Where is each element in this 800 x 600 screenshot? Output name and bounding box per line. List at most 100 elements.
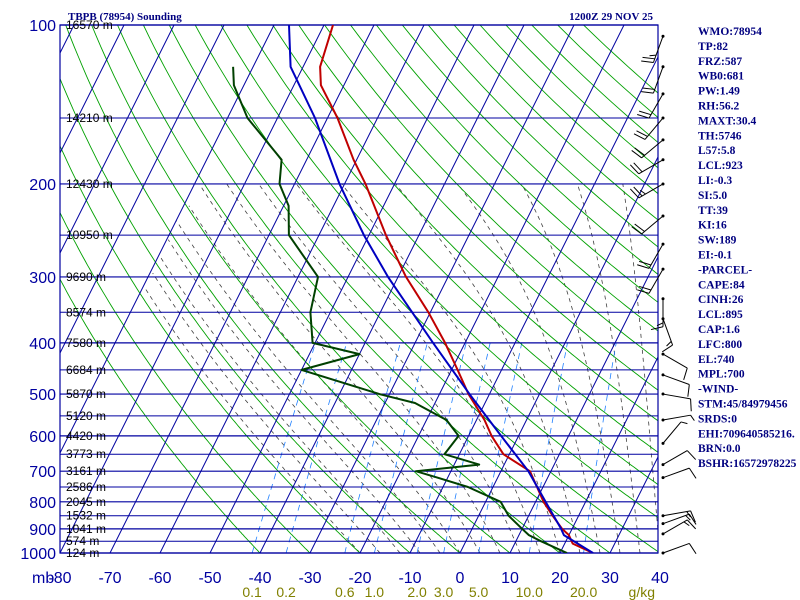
index-text: KI:16 xyxy=(698,220,727,232)
isotherm-line xyxy=(359,25,625,553)
mixing-ratio-label: 5.0 xyxy=(469,584,489,600)
wind-barb-dot xyxy=(661,532,665,536)
wind-barb xyxy=(661,542,697,555)
mixing-ratio-label: 0.1 xyxy=(242,584,262,600)
pressure-tick-label: 700 xyxy=(29,464,56,481)
moist-adiabat-line xyxy=(160,256,401,553)
isotherm-line xyxy=(509,255,658,553)
mixing-ratio-label: 0.2 xyxy=(276,584,296,600)
wind-barb-staff xyxy=(662,414,691,421)
wind-barb-dot xyxy=(661,34,665,38)
wind-barb-staff xyxy=(652,66,664,94)
isotherm-line xyxy=(559,355,658,553)
temperature-tick-label: 20 xyxy=(551,570,569,587)
index-text: PW:1.49 xyxy=(698,86,740,98)
wind-barb-flag xyxy=(686,519,697,530)
dry-adiabat-line xyxy=(401,25,658,275)
mixing-ratio-label: 10.0 xyxy=(516,584,543,600)
height-label: 6684 m xyxy=(66,363,106,377)
wind-barb-staff xyxy=(662,450,688,465)
index-text: FRZ:587 xyxy=(698,56,742,68)
mixing-ratio-label: 2.0 xyxy=(407,584,427,600)
wind-barb-dot xyxy=(661,242,665,246)
isobar-group xyxy=(59,24,659,554)
dry-adiabat-group xyxy=(60,25,658,553)
pressure-tick-label: 100 xyxy=(29,18,56,35)
wind-barb-staff xyxy=(641,215,664,235)
isotherm-line xyxy=(60,25,325,553)
isotherm-line xyxy=(60,25,275,455)
wind-barb-flag xyxy=(642,56,655,60)
dry-adiabat-line xyxy=(194,25,658,519)
temperature-tick-label: 40 xyxy=(651,570,669,587)
wind-barb-staff xyxy=(662,318,674,346)
temperature-tick-label: -50 xyxy=(198,570,221,587)
isotherm-line xyxy=(159,25,425,553)
wind-barb-flag xyxy=(656,322,664,327)
wind-barb xyxy=(650,297,665,331)
temperature-tick-label: -80 xyxy=(48,570,71,587)
index-text: RH:56.2 xyxy=(698,101,739,113)
isotherm-line xyxy=(409,55,658,553)
wind-barb-flag xyxy=(633,133,646,140)
index-text: TH:5746 xyxy=(698,130,742,142)
index-text: SI:5.0 xyxy=(698,190,727,202)
wind-barb-staff xyxy=(648,243,664,269)
wind-barb-flag xyxy=(687,384,690,397)
isotherm-line xyxy=(309,25,575,553)
dry-adiabat-line xyxy=(349,25,658,332)
wind-barb-flag xyxy=(633,186,643,197)
wind-barb-dot xyxy=(661,392,665,396)
wind-barb xyxy=(637,267,665,294)
wind-barb xyxy=(661,513,697,526)
index-text: CINH:26 xyxy=(698,294,744,306)
wind-barb-flag xyxy=(642,87,655,90)
wind-barb-staff xyxy=(641,139,664,159)
height-label: 12430 m xyxy=(66,177,113,191)
wind-barb-flag xyxy=(629,164,640,175)
index-text: SRDS:0 xyxy=(698,413,737,425)
index-text: TP:82 xyxy=(698,41,728,53)
isotherm-line xyxy=(259,25,525,553)
profile-group xyxy=(232,25,594,553)
wind-barb-flag xyxy=(633,162,643,173)
moist-adiabat-line xyxy=(622,183,658,536)
wind-barb xyxy=(629,158,665,175)
height-label: 5120 m xyxy=(66,409,106,423)
wind-barb-dot xyxy=(661,418,665,422)
wind-barb xyxy=(633,116,665,140)
height-label: 3161 m xyxy=(66,464,106,478)
isotherm-line xyxy=(609,455,658,553)
moist-adiabat-line xyxy=(457,183,601,553)
pressure-tick-label: 800 xyxy=(29,495,56,512)
height-label-group: 16570 m 14210 m 12430 m 10950 m 9690 m 8574 m… xyxy=(66,18,113,560)
temperature-tick-label: -20 xyxy=(348,570,371,587)
index-text: -PARCEL- xyxy=(698,264,752,276)
wind-barb-flag xyxy=(649,54,657,57)
wind-barb-group xyxy=(629,34,697,555)
wind-barb-dot xyxy=(661,522,665,526)
isotherm-group xyxy=(60,25,658,553)
index-text: BSHR:16572978225 xyxy=(698,458,797,470)
wind-barb-dot xyxy=(661,463,665,467)
index-text: MAXT:30.4 xyxy=(698,115,756,127)
index-text: CAP:1.6 xyxy=(698,324,740,336)
index-text: MPL:700 xyxy=(698,369,745,381)
mixing-ratio-label: 20.0 xyxy=(570,584,597,600)
wind-barb-flag xyxy=(629,188,640,199)
parcel-profile-line xyxy=(288,25,594,553)
height-label: 8574 m xyxy=(66,305,106,319)
wind-barb xyxy=(661,519,697,536)
wind-barb-flag xyxy=(688,467,697,479)
wind-barb-flag xyxy=(685,515,691,521)
wind-barb-dot xyxy=(661,92,665,96)
wind-barb-dot xyxy=(661,317,665,321)
height-label: 14210 m xyxy=(66,111,113,125)
height-label: 7580 m xyxy=(66,336,106,350)
height-label: 124 m xyxy=(66,546,99,560)
wind-barb-dot xyxy=(661,158,665,162)
index-text: -WIND- xyxy=(698,384,738,396)
wind-barb-dot xyxy=(661,373,665,377)
